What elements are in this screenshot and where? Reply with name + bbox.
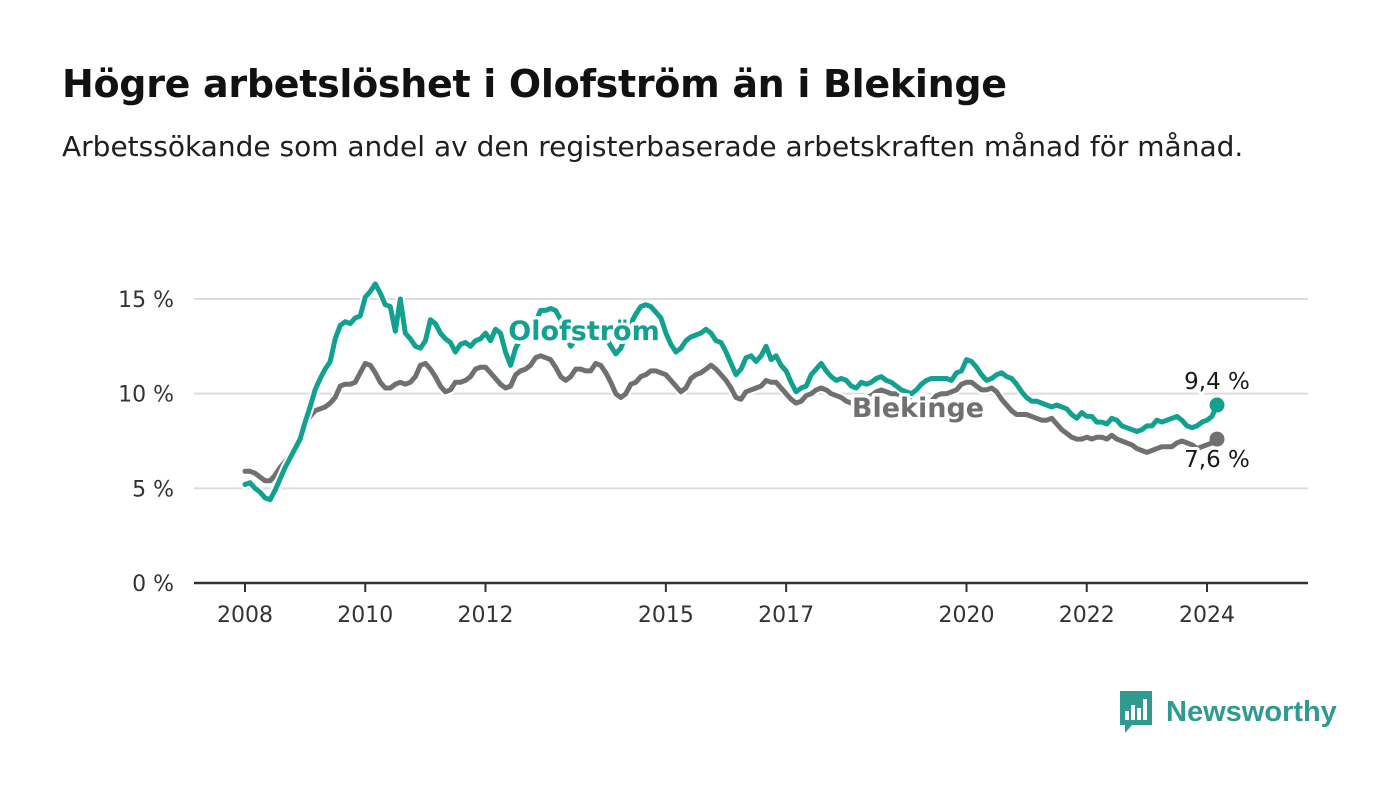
x-tick-label: 2024 xyxy=(1179,603,1235,628)
y-tick-label: 0 % xyxy=(132,572,174,597)
chart-subtitle: Arbetssökande som andel av den registerb… xyxy=(62,130,1244,163)
x-tick-label: 2017 xyxy=(758,603,814,628)
end-label-blekinge-halo: 7,6 % xyxy=(1184,447,1250,473)
series-label-olofstrom-halo: Olofström xyxy=(508,316,659,347)
end-point-blekinge xyxy=(1209,431,1225,447)
series-label-olofstrom: Olofström xyxy=(508,316,659,347)
series-line-olofström xyxy=(242,281,1220,503)
newsworthy-logo-icon xyxy=(1120,691,1152,733)
chart-title: Högre arbetslöshet i Olofström än i Blek… xyxy=(62,62,1007,106)
x-tick-label: 2012 xyxy=(458,603,514,628)
newsworthy-logo: Newsworthy xyxy=(1118,688,1337,736)
x-tick-label: 2022 xyxy=(1059,603,1115,628)
x-tick-label: 2015 xyxy=(638,603,694,628)
end-label-blekinge: 7,6 % xyxy=(1184,447,1250,473)
y-axis-tick-labels: 0 % 5 % 10 % 15 % xyxy=(118,288,174,597)
series-lines xyxy=(240,279,1225,505)
x-tick-label: 2010 xyxy=(337,603,393,628)
end-point-olofström xyxy=(1209,397,1225,413)
y-tick-label: 10 % xyxy=(118,383,174,408)
x-tick-label: 2020 xyxy=(939,603,995,628)
end-label-olofstrom-halo: 9,4 % xyxy=(1184,369,1250,395)
brand-name: Newsworthy xyxy=(1166,695,1337,728)
series-line-blekinge xyxy=(242,353,1220,484)
series-label-blekinge: Blekinge xyxy=(852,393,984,424)
end-label-olofstrom: 9,4 % xyxy=(1184,369,1250,395)
x-axis: 2008 2010 2012 2015 2017 2020 2022 2024 xyxy=(194,581,1308,628)
y-tick-label: 15 % xyxy=(118,288,174,313)
y-tick-label: 5 % xyxy=(132,477,174,502)
series-label-blekinge-halo: Blekinge xyxy=(852,393,984,424)
x-tick-label: 2008 xyxy=(217,603,273,628)
